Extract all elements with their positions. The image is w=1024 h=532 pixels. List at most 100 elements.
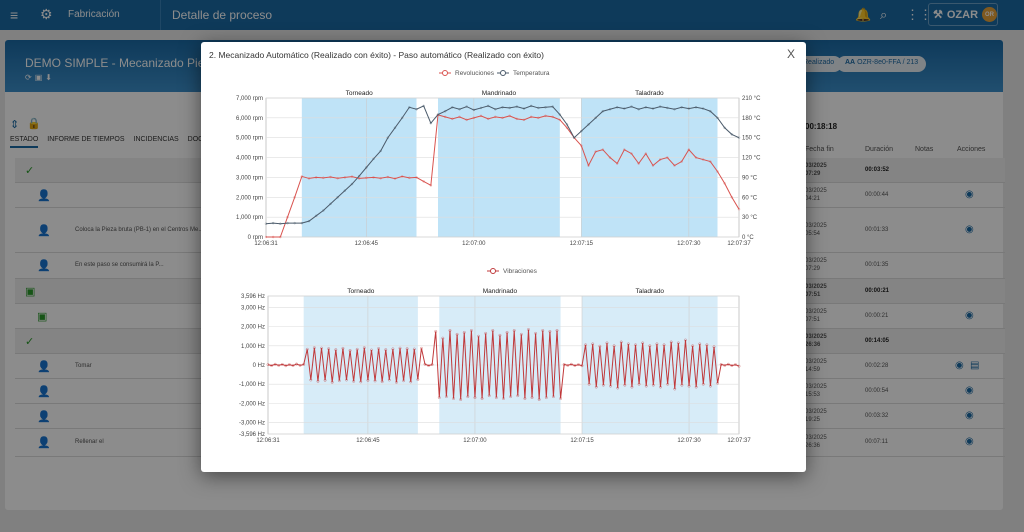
data-point [505,330,509,334]
tab-informe[interactable]: INFORME DE TIEMPOS [47,136,125,143]
data-point [529,104,533,108]
data-point [452,397,455,401]
eye-icon[interactable]: ◉ [965,409,974,421]
data-point [616,386,620,390]
y-right-tick-label: 210 °C [742,96,761,102]
data-point [608,108,612,111]
data-point [694,106,698,109]
lock-icon[interactable]: 🔒 [27,118,41,130]
data-point [601,148,605,151]
data-point [637,382,641,386]
row-time: 26:36 [805,341,821,348]
y-right-tick-label: 0 °C [742,235,754,241]
data-point [277,363,281,367]
data-point [623,148,626,151]
eye-icon[interactable]: ◉ [965,223,974,235]
y-left-tick-label: 2,000 rpm [236,195,263,201]
x-tick-label: 12:07:30 [677,241,701,247]
hamburger-icon[interactable]: ≡ [10,7,19,23]
data-point [405,347,409,351]
data-point [630,105,633,108]
data-point [527,328,530,331]
col-notas: Notas [915,146,934,153]
data-point [316,379,320,383]
data-point [365,166,368,169]
charts-svg: Torneado Mandrinado Taladrado 12:06:31 12:06… [236,70,761,444]
data-point [479,106,483,110]
data-point [372,176,375,179]
row-duration: 00:14:05 [865,337,890,344]
data-point [270,364,274,368]
row-text: Rellenar el [75,439,104,445]
data-point [458,108,461,111]
data-point [266,363,270,367]
data-point [322,209,325,212]
data-point [280,362,284,366]
page-title: Detalle de proceso [172,8,273,22]
y-right-tick-label: 60 °C [742,195,758,201]
data-point [644,106,648,109]
data-point [580,364,584,368]
data-point [302,362,306,366]
eye-icon[interactable]: ◉ [965,384,974,396]
data-point [327,347,331,351]
tab-estado[interactable]: ESTADO [10,136,39,148]
row-text: Tomar [75,362,92,369]
data-point [651,107,655,110]
data-point [573,364,577,368]
app-name[interactable]: Fabricación [68,9,120,20]
data-point [637,162,640,165]
data-point [691,344,695,348]
data-point [312,346,316,350]
row-text: En este paso se consumirá la P... [75,262,164,268]
data-point [537,116,540,120]
data-point [473,396,477,400]
search-icon[interactable]: ⌕ [880,7,888,22]
x-tick-label: 12:06:45 [356,438,380,444]
close-icon[interactable]: X [787,47,796,61]
legend-marker [490,268,496,274]
data-point [359,380,363,384]
bell-icon[interactable]: 🔔 [855,7,872,22]
data-point [626,342,630,346]
data-point [730,133,734,136]
data-point [559,397,563,401]
eye-icon[interactable]: ◉ [955,359,964,371]
row-date: 03/2025 [805,162,827,169]
data-point [400,116,404,120]
data-point [709,160,712,163]
data-point [380,380,384,384]
data-point [443,115,447,119]
series-line-vibraciones [267,329,740,400]
y-tick-label: 2,000 Hz [241,325,265,331]
apps-grid-icon[interactable]: ⋮⋮ [906,7,932,22]
data-point [422,180,425,183]
data-point [300,175,304,178]
user-icon: 👤 [37,360,51,373]
data-point [651,164,655,167]
note-icon[interactable]: ▤ [970,359,980,371]
data-point [352,379,356,383]
data-point [307,177,311,180]
row-date: 03/2025 [805,187,827,194]
series-line-temperatura [265,105,740,225]
eye-icon[interactable]: ◉ [965,309,974,321]
row-time: 26:36 [805,443,821,449]
sort-icon[interactable]: ⇕ [10,119,20,131]
eye-icon[interactable]: ◉ [965,188,974,200]
tab-incidencias[interactable]: INCIDENCIAS [133,136,179,143]
data-point [279,235,282,239]
data-point [314,214,318,218]
row-date: 03/2025 [805,283,827,290]
data-point [350,175,354,178]
eye-icon[interactable]: ◉ [965,436,974,447]
user-menu[interactable]: ⚒ OZAR OR [928,3,998,26]
row-duration: 00:02:28 [865,362,889,369]
header-action-icons[interactable]: ⟳▣⬇ [25,73,55,82]
row-duration: 00:03:32 [865,412,889,419]
data-point [737,207,741,211]
data-point [515,105,519,108]
row-duration: 00:01:33 [865,226,889,233]
data-point [408,106,411,109]
phase-band [581,98,718,237]
